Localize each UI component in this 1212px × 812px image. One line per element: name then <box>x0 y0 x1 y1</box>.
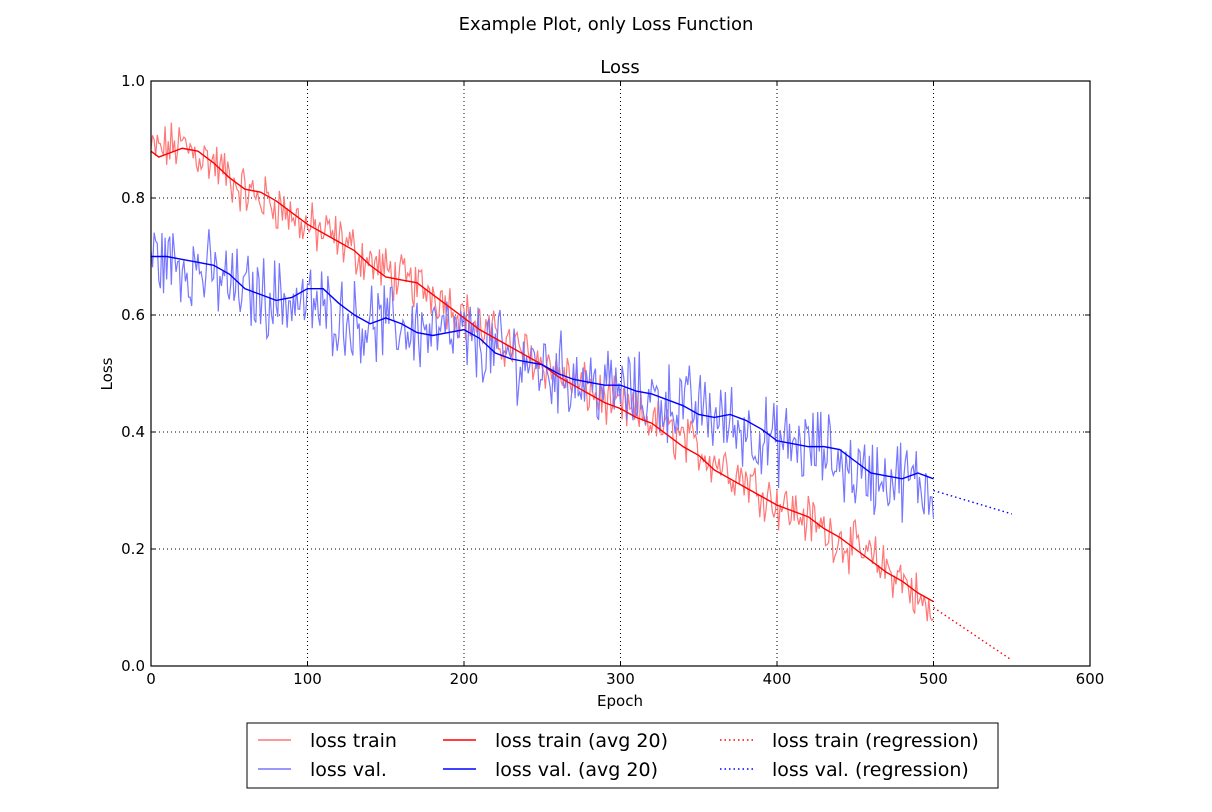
y-tick-label: 0.2 <box>121 540 145 558</box>
x-tick-label: 500 <box>919 670 948 688</box>
y-tick-label: 0.6 <box>121 306 145 324</box>
legend-label: loss val. <box>310 759 387 781</box>
series-line-loss-train-regression <box>933 606 1013 661</box>
ticks: 0 100 200 300 400 500 600 0.0 0.2 0.4 0.6 0.8 1.0 <box>121 72 1104 688</box>
legend-label: loss train (avg 20) <box>495 730 668 752</box>
x-tick-label: 100 <box>293 670 322 688</box>
x-tick-label: 0 <box>146 670 156 688</box>
legend-frame <box>246 722 999 789</box>
x-axis-label: Epoch <box>597 692 643 710</box>
legend-label: loss val. (avg 20) <box>495 759 658 781</box>
legend-label: loss train <box>310 730 397 752</box>
series-line-loss-val <box>150 229 935 523</box>
x-tick-label: 400 <box>763 670 792 688</box>
x-tick-label: 300 <box>606 670 635 688</box>
series-line-loss-val-avg-20 <box>151 255 934 480</box>
y-tick-label: 1.0 <box>121 72 145 90</box>
legend-label: loss val. (regression) <box>772 759 969 781</box>
chart-title: Loss <box>600 57 639 78</box>
y-tick-label: 0.8 <box>121 189 145 207</box>
legend: loss train loss val. loss train (avg 20) lo… <box>246 722 999 789</box>
legend-label: loss train (regression) <box>772 730 979 752</box>
x-tick-label: 200 <box>450 670 479 688</box>
figure-suptitle: Example Plot, only Loss Function <box>459 14 754 35</box>
y-tick-label: 0.0 <box>121 657 145 675</box>
y-tick-label: 0.4 <box>121 423 145 441</box>
series-line-loss-train-avg-20 <box>150 147 934 603</box>
series-layer <box>150 122 1013 661</box>
grid <box>151 81 1090 666</box>
y-axis-label: Loss <box>98 357 116 390</box>
x-tick-label: 600 <box>1076 670 1105 688</box>
series-line-loss-val-regression <box>933 489 1012 515</box>
